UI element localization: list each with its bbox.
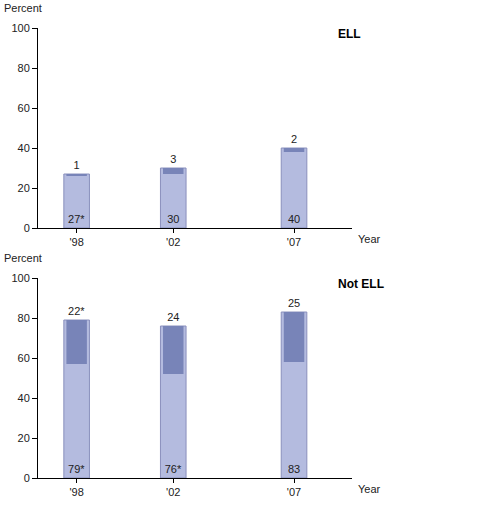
svg-text:0: 0 [24,472,30,484]
svg-text:27*: 27* [68,213,85,225]
svg-text:'07: '07 [287,236,301,248]
svg-text:40: 40 [288,213,300,225]
svg-text:'98: '98 [69,486,83,498]
svg-text:'02: '02 [166,486,180,498]
svg-text:'02: '02 [166,236,180,248]
svg-text:80: 80 [18,312,30,324]
svg-text:60: 60 [18,352,30,364]
svg-text:Percent: Percent [4,252,42,264]
svg-text:22*: 22* [68,305,85,317]
svg-text:Not ELL: Not ELL [338,277,384,291]
svg-text:2: 2 [291,133,297,145]
svg-text:80: 80 [18,62,30,74]
svg-text:'98: '98 [69,236,83,248]
svg-text:83: 83 [288,463,300,475]
svg-text:76*: 76* [165,463,182,475]
svg-text:Year: Year [358,233,381,245]
svg-text:20: 20 [18,432,30,444]
svg-text:Year: Year [358,483,381,495]
svg-text:1: 1 [74,159,80,171]
svg-text:79*: 79* [68,463,85,475]
svg-text:60: 60 [18,102,30,114]
svg-text:40: 40 [18,142,30,154]
svg-text:'07: '07 [287,486,301,498]
svg-text:Percent: Percent [4,2,42,14]
svg-text:100: 100 [11,22,29,34]
svg-text:ELL: ELL [338,27,361,41]
svg-text:20: 20 [18,182,30,194]
svg-text:40: 40 [18,392,30,404]
svg-text:0: 0 [24,222,30,234]
svg-text:3: 3 [170,153,176,165]
svg-text:100: 100 [11,272,29,284]
svg-text:30: 30 [167,213,179,225]
svg-text:24: 24 [167,311,179,323]
svg-text:25: 25 [288,297,300,309]
